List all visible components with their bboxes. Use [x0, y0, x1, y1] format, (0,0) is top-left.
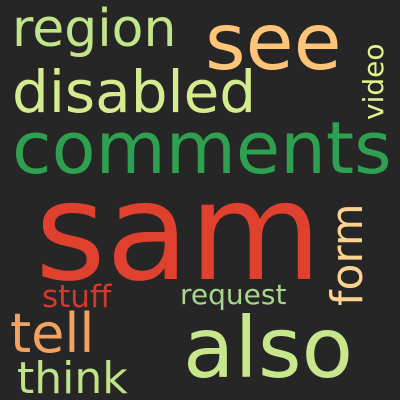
- word-think: think: [17, 353, 128, 400]
- word-sam: sam: [35, 154, 322, 312]
- word-form: form: [322, 203, 373, 306]
- word-tell: tell: [10, 302, 95, 365]
- word-region: region: [12, 0, 177, 59]
- word-see: see: [205, 0, 342, 88]
- word-comments: comments: [12, 106, 392, 190]
- word-also: also: [183, 299, 353, 397]
- word-stuff: stuff: [42, 279, 112, 315]
- word-disabled: disabled: [12, 58, 257, 126]
- word-request: request: [180, 278, 287, 311]
- word-video: video: [357, 43, 390, 120]
